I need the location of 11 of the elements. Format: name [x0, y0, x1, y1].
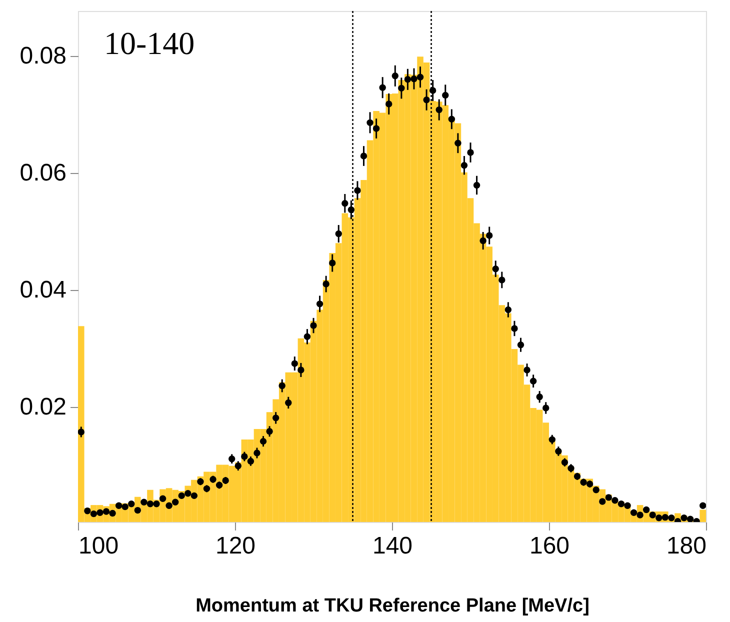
- y-tick-label: 0.06: [20, 159, 66, 186]
- x-tick-label: 120: [215, 532, 256, 560]
- x-tick-label: 140: [372, 532, 413, 560]
- y-tick-label: 0.08: [20, 42, 66, 70]
- y-tick-label: 0.04: [20, 276, 66, 304]
- x-tick-label: 180: [666, 532, 706, 560]
- annotation: 10-140: [104, 25, 195, 61]
- y-tick-label: 0.02: [20, 393, 66, 420]
- x-axis-title: Momentum at TKU Reference Plane [MeV/c]: [196, 596, 590, 616]
- x-tick-label: 100: [78, 532, 119, 560]
- x-tick-label: 160: [529, 532, 570, 560]
